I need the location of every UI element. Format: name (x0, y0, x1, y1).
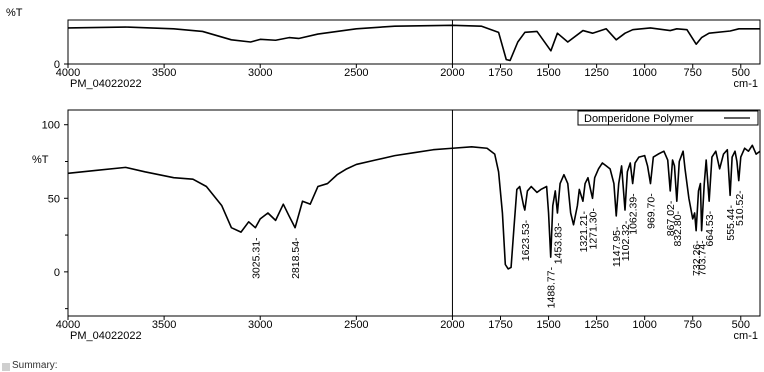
plot-frame (67, 19, 761, 65)
peak-label: 1453.83- (552, 222, 564, 264)
peak-label: 1623.53- (520, 219, 532, 261)
peak-label: 664.53- (704, 210, 716, 246)
peak-label: 2818.54- (290, 237, 302, 279)
x-tick-label: 2000 (440, 67, 464, 79)
x-tick-label: 750 (684, 67, 702, 79)
x-tick-label: 1750 (488, 67, 512, 79)
legend: Domperidone Polymer (577, 110, 759, 126)
x-tick-label: 1500 (536, 67, 560, 79)
x-axis-label: cm-1 (734, 330, 758, 342)
summary-label: Summary: (12, 360, 58, 371)
x-tick-label: 4000 (56, 319, 80, 331)
peak-label: 1488.77- (546, 266, 558, 308)
x-tick-label: 3000 (248, 319, 272, 331)
x-tick-label: 750 (684, 319, 702, 331)
x-tick-label: 500 (732, 319, 750, 331)
peak-label: 1147.95- (611, 226, 623, 267)
x-tick-label: 2000 (440, 319, 464, 331)
summary-section: Summary: (0, 360, 764, 372)
peak-label: 732.26- (691, 240, 703, 276)
sample-name: PM_04022022 (70, 330, 142, 342)
y-tick-label: 0 (54, 59, 60, 71)
legend-entry-label: Domperidone Polymer (584, 113, 694, 125)
x-tick-label: 1500 (536, 319, 560, 331)
x-tick-label: 1750 (488, 319, 512, 331)
y-tick-label: 0 (54, 267, 60, 279)
peak-label: 1321.21- (578, 210, 590, 252)
spectrum-line (67, 144, 761, 270)
peak-label: 555.44- (725, 205, 737, 241)
x-tick-label: 2500 (344, 319, 368, 331)
x-tick-label: 500 (732, 67, 750, 79)
peak-label: 510.52- (734, 190, 746, 226)
summary-marker (2, 363, 10, 371)
peak-label: 832.80- (672, 210, 684, 246)
spectrum-panel-2: 4000 3500 3000 2500 2000 1750 1500 1250 1000 750 5… (32, 109, 761, 342)
x-tick-label: 3500 (152, 319, 176, 331)
x-axis-label: cm-1 (734, 78, 758, 90)
peak-label: 703.74- (697, 240, 709, 276)
x-tick-label: 1250 (584, 67, 608, 79)
x-tick-label: 1000 (632, 67, 656, 79)
spectrum-panel-1: 4000 3500 3000 2500 2000 1750 1500 1250 1000 750 5… (6, 7, 761, 90)
x-tick-label: 3000 (248, 67, 272, 79)
x-tick-label: 1250 (584, 319, 608, 331)
y-tick-label: 50 (48, 193, 60, 205)
legend-box (577, 110, 759, 126)
x-tick-label: 1000 (632, 319, 656, 331)
y-tick-label: 100 (42, 120, 60, 132)
y-axis-label: %T (32, 154, 49, 166)
x-tick-label: 4000 (56, 67, 80, 79)
peak-label: 969.70- (645, 193, 657, 229)
peak-label: 1271.30- (588, 208, 600, 250)
peak-label: 867.02- (665, 200, 677, 236)
y-axis-label: %T (6, 7, 23, 19)
peak-label: 1102.32- (620, 220, 632, 261)
spectrum-line (67, 24, 760, 62)
plot-frame (67, 109, 761, 317)
x-tick-label: 2500 (344, 67, 368, 79)
sample-name: PM_04022022 (70, 78, 142, 90)
peak-label: 1062.39- (628, 193, 640, 235)
peak-label: 3025.31- (250, 237, 262, 279)
x-tick-label: 3500 (152, 67, 176, 79)
